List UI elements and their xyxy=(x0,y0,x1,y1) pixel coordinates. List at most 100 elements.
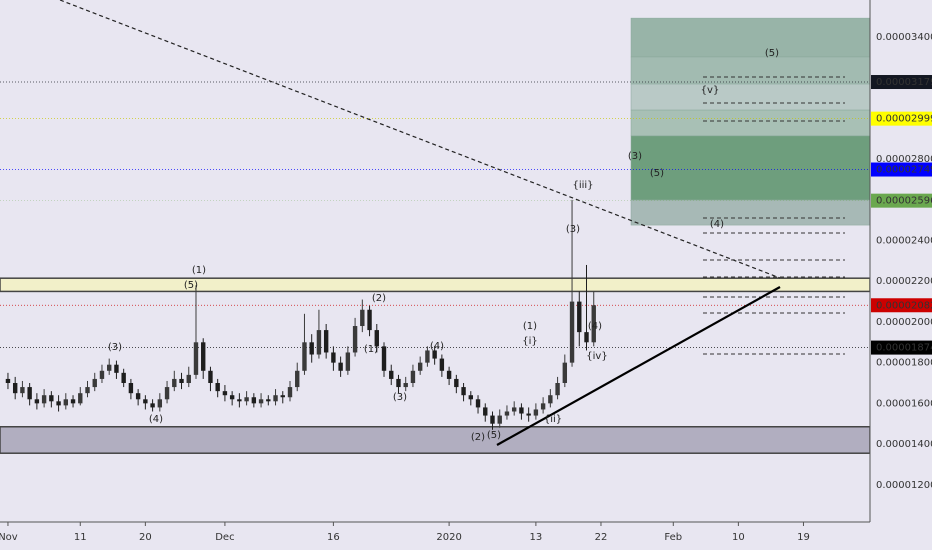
price-tag xyxy=(871,75,932,90)
x-tick-label: 16 xyxy=(327,532,340,543)
candle-body xyxy=(121,372,126,384)
candle-body xyxy=(266,399,271,402)
y-tick-label: 0.00003400 xyxy=(876,32,932,43)
candle-body xyxy=(295,370,300,388)
candle-body xyxy=(107,364,112,371)
candle-body xyxy=(201,342,206,371)
candle-body xyxy=(352,326,358,353)
candle-body xyxy=(504,411,510,416)
zone xyxy=(630,199,871,226)
candle-body xyxy=(309,342,314,355)
candle-body xyxy=(410,370,416,384)
y-tick-label: 0.00001200 xyxy=(876,480,932,491)
candle-body xyxy=(548,395,553,404)
price-tag-label: 0.00001874 xyxy=(876,343,932,354)
zone xyxy=(630,83,871,111)
wave-label: {i} xyxy=(522,336,538,347)
price-tag-label: 0.00002596 xyxy=(876,196,932,207)
candle-body xyxy=(439,358,445,371)
candle-body xyxy=(92,378,97,388)
candle-body xyxy=(302,342,307,371)
wave-label: (4) xyxy=(149,414,163,425)
candle-body xyxy=(34,399,40,404)
wave-label: (1) xyxy=(364,344,378,355)
candle-body xyxy=(526,413,531,416)
y-tick-label: 0.00002400 xyxy=(876,236,932,247)
candle-body xyxy=(345,352,351,371)
candle-body xyxy=(128,383,134,394)
wave-label: (1) xyxy=(192,265,206,276)
candle-body xyxy=(396,378,401,388)
candle-body xyxy=(186,374,191,384)
wave-label: (5) xyxy=(184,280,198,291)
y-tick-label: 0.00002200 xyxy=(876,276,932,287)
wave-label: (5) xyxy=(650,168,664,179)
wave-label: (4) xyxy=(588,321,602,332)
candle-body xyxy=(511,407,517,412)
candle-body xyxy=(12,383,18,394)
grid xyxy=(0,81,870,348)
candle-body xyxy=(49,395,54,402)
resistance-trendline xyxy=(59,0,781,279)
annotations: (1)(5)(3)(4)(2)(1)(3)(4)(2) (5)(1){i}{ii}… xyxy=(108,48,779,443)
wave-label: {iii} xyxy=(572,180,593,191)
price-tag xyxy=(871,111,932,126)
candle-body xyxy=(172,378,177,388)
wave-label: (5) xyxy=(487,430,501,441)
x-tick-label: 11 xyxy=(74,532,87,543)
zone xyxy=(630,109,871,137)
candle-body xyxy=(157,399,163,408)
candle-body xyxy=(454,378,459,388)
candle-body xyxy=(316,330,322,355)
candle-body xyxy=(244,397,249,402)
wave-label: (2) xyxy=(471,432,485,443)
wave-label: (2) xyxy=(372,293,386,304)
zone xyxy=(630,56,871,85)
candle-body xyxy=(577,301,582,333)
y-tick-label: 0.00002000 xyxy=(876,317,932,328)
candle-body xyxy=(591,305,596,343)
candle-body xyxy=(468,395,473,400)
candle-body xyxy=(5,378,11,384)
candle-body xyxy=(483,407,488,416)
support-trendline xyxy=(496,286,781,446)
candle-body xyxy=(533,409,539,416)
wave-label: (4) xyxy=(430,341,444,352)
candle-body xyxy=(70,399,76,404)
candle-body xyxy=(425,350,430,363)
candle-body xyxy=(446,370,452,379)
wave-label: {iv} xyxy=(586,351,607,362)
candle-body xyxy=(584,332,589,343)
candle-body xyxy=(403,383,408,388)
time-axis xyxy=(0,522,932,550)
y-tick-label: 0.00001800 xyxy=(876,358,932,369)
candle-body xyxy=(27,387,32,400)
x-tick-label: 22 xyxy=(595,532,608,543)
candle-body xyxy=(193,342,199,375)
price-tag-label: 0.00003179 xyxy=(876,77,932,88)
x-tick-label: 13 xyxy=(530,532,543,543)
candle-body xyxy=(114,364,119,373)
wave-label: {v} xyxy=(701,85,720,96)
candle-body xyxy=(280,395,285,398)
wave-label: (4) xyxy=(710,219,724,230)
candle-body xyxy=(360,309,365,327)
zone xyxy=(0,426,871,454)
candle-body xyxy=(41,395,47,404)
y-tick-label: 0.00001600 xyxy=(876,398,932,409)
candle-body xyxy=(562,362,568,384)
candle-body xyxy=(258,399,264,404)
x-tick-label: Dec xyxy=(215,532,234,543)
candle-body xyxy=(56,401,61,406)
candle-body xyxy=(367,309,372,331)
candle-body xyxy=(273,395,278,402)
x-tick-label: Nov xyxy=(0,532,18,543)
price-axis xyxy=(870,0,932,550)
wave-label: (3) xyxy=(566,224,580,235)
candle-body xyxy=(99,370,105,379)
candle-body xyxy=(78,393,83,404)
candle-body xyxy=(540,403,546,410)
candle-body xyxy=(374,330,379,347)
price-tag-label: 0.00002999 xyxy=(876,114,932,125)
